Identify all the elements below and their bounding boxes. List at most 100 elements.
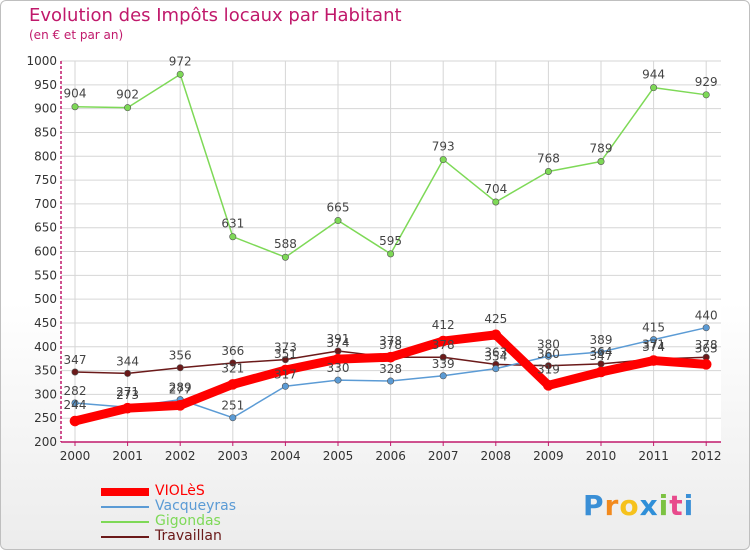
point-travaillan-2001: [124, 369, 132, 377]
point-viol-s-2000: [69, 415, 81, 427]
point-viol-s-2007: [437, 335, 449, 347]
logo-letter: o: [619, 489, 640, 522]
data-label-vacqueyras-2005: 330: [327, 361, 350, 375]
data-label-gigondas-2003: 631: [221, 217, 244, 231]
point-gigondas-2008: [492, 198, 500, 206]
y-tick-label-900: 900: [34, 102, 57, 116]
data-label-vacqueyras-2001: 273: [116, 388, 139, 402]
point-gigondas-2004: [281, 253, 289, 261]
data-label-travaillan-2009: 360: [537, 347, 560, 361]
logo-letter: x: [639, 489, 659, 522]
y-tick-label-650: 650: [34, 221, 57, 235]
point-gigondas-2009: [544, 167, 552, 175]
y-tick-label-750: 750: [34, 173, 57, 187]
data-label-gigondas-2006: 595: [379, 234, 402, 248]
point-vacqueyras-2004: [281, 382, 289, 390]
data-label-viol-s-2001: 271: [116, 385, 139, 399]
data-label-vacqueyras-2009: 380: [537, 337, 560, 351]
x-tick-label-2009: 2009: [533, 449, 564, 463]
data-label-gigondas-2004: 588: [274, 237, 297, 251]
data-label-viol-s-2012: 363: [695, 341, 718, 355]
data-label-viol-s-2000: 244: [64, 398, 87, 412]
y-tick-label-350: 350: [34, 364, 57, 378]
data-label-gigondas-2010: 789: [590, 141, 613, 155]
data-label-vacqueyras-2007: 339: [432, 357, 455, 371]
point-viol-s-2012: [700, 359, 712, 370]
point-gigondas-2006: [387, 250, 395, 258]
y-tick-label-800: 800: [34, 149, 57, 163]
data-label-gigondas-2011: 944: [642, 68, 665, 82]
x-tick-label-2003: 2003: [218, 449, 249, 463]
point-vacqueyras-2000: [71, 399, 79, 407]
point-travaillan-2004: [281, 356, 289, 364]
point-travaillan-2007: [439, 353, 447, 361]
proxiti-logo: Proxiti: [583, 489, 694, 522]
point-gigondas-2007: [439, 156, 447, 164]
point-viol-s-2004: [280, 364, 291, 376]
data-label-gigondas-2005: 665: [327, 201, 350, 215]
point-viol-s-2006: [385, 351, 396, 363]
chart-subtitle: (en € et par an): [29, 28, 124, 42]
data-label-viol-s-2010: 347: [590, 349, 613, 363]
y-tick-label-300: 300: [34, 387, 57, 401]
data-label-travaillan-2008: 363: [484, 345, 507, 359]
data-label-viol-s-2007: 412: [432, 318, 455, 332]
data-label-vacqueyras-2006: 328: [379, 362, 402, 376]
data-label-travaillan-2007: 378: [432, 338, 455, 352]
x-tick-label-2001: 2001: [112, 449, 143, 463]
point-vacqueyras-2006: [387, 377, 395, 385]
x-tick-label-2005: 2005: [323, 449, 354, 463]
data-label-gigondas-2001: 902: [116, 88, 139, 102]
point-viol-s-2011: [648, 355, 659, 366]
point-gigondas-2005: [334, 217, 342, 225]
x-tick-label-2004: 2004: [270, 449, 301, 463]
data-label-viol-s-2006: 378: [379, 334, 402, 348]
x-tick-label-2006: 2006: [375, 449, 406, 463]
y-tick-label-500: 500: [34, 292, 57, 306]
point-travaillan-2003: [229, 359, 237, 367]
legend-label-violes: VIOLèS: [155, 483, 205, 499]
point-vacqueyras-2008: [492, 365, 500, 373]
data-label-travaillan-2003: 366: [221, 344, 244, 358]
point-vacqueyras-2005: [334, 376, 342, 384]
data-label-travaillan-2006: 378: [379, 338, 402, 352]
data-label-travaillan-2000: 347: [64, 353, 87, 367]
data-label-vacqueyras-2004: 317: [274, 367, 297, 381]
point-travaillan-2002: [176, 364, 184, 372]
y-tick-label-200: 200: [34, 435, 57, 449]
data-label-vacqueyras-2011: 415: [642, 321, 665, 335]
data-label-gigondas-2008: 704: [484, 182, 507, 196]
data-label-vacqueyras-2002: 289: [169, 381, 192, 395]
data-label-travaillan-2004: 373: [274, 341, 297, 355]
point-viol-s-2009: [543, 380, 554, 391]
data-label-vacqueyras-2012: 440: [695, 309, 718, 323]
data-label-vacqueyras-2000: 282: [64, 384, 87, 398]
data-label-viol-s-2002: 277: [169, 382, 192, 396]
point-gigondas-2002: [176, 70, 184, 78]
x-tick-label-2007: 2007: [428, 449, 459, 463]
legend-swatch-violes: [101, 488, 149, 496]
x-tick-label-2012: 2012: [691, 449, 722, 463]
point-vacqueyras-2007: [439, 372, 447, 380]
point-vacqueyras-2003: [229, 414, 237, 422]
legend-label-gigondas: Gigondas: [155, 513, 221, 529]
data-label-viol-s-2003: 321: [221, 361, 244, 375]
legend-swatch-vacqueyras: [101, 506, 149, 508]
data-label-viol-s-2005: 374: [327, 336, 350, 350]
data-label-travaillan-2012: 378: [695, 338, 718, 352]
y-tick-label-250: 250: [34, 411, 57, 425]
data-label-gigondas-2009: 768: [537, 151, 560, 165]
point-travaillan-2000: [71, 368, 79, 376]
point-gigondas-2003: [229, 233, 237, 241]
point-vacqueyras-2010: [597, 348, 605, 356]
point-gigondas-2010: [597, 157, 605, 165]
data-label-gigondas-2000: 904: [64, 87, 87, 101]
y-tick-label-850: 850: [34, 125, 57, 139]
data-label-viol-s-2009: 319: [537, 362, 560, 376]
logo-letter: P: [583, 489, 605, 522]
data-label-travaillan-2002: 356: [169, 349, 192, 363]
data-label-travaillan-2005: 391: [327, 332, 350, 346]
data-label-gigondas-2012: 929: [695, 75, 718, 89]
